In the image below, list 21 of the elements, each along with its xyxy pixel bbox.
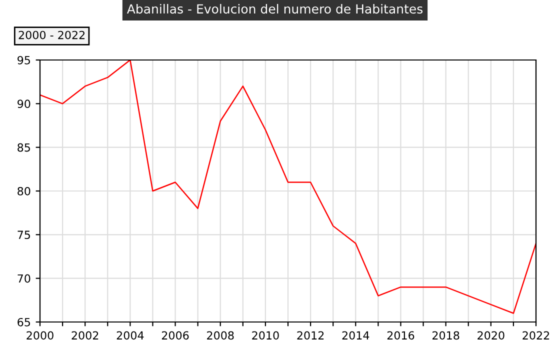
- y-tick-label: 95: [18, 56, 30, 64]
- x-tick-label: 2016: [387, 331, 414, 340]
- x-tick-label: 2008: [207, 331, 234, 340]
- x-tick-label: 2000: [26, 331, 54, 340]
- y-tick-label: 90: [18, 100, 30, 108]
- chart-title: Abanillas - Evolucion del numero de Habitantes: [126, 4, 423, 14]
- x-tick-label: 2002: [72, 331, 98, 340]
- y-tick-label: 75: [18, 230, 30, 240]
- x-tick-label: 2018: [432, 331, 460, 340]
- y-tick-label: 85: [18, 143, 30, 152]
- x-tick-label: 2012: [297, 331, 324, 340]
- x-tick-label: 2010: [252, 331, 279, 340]
- x-tick-label: 2022: [522, 331, 550, 340]
- y-tick-label: 80: [18, 186, 30, 196]
- x-tick-label: 2006: [162, 331, 189, 340]
- y-tick-label: 65: [18, 318, 30, 326]
- x-tick-label: 2014: [342, 331, 370, 340]
- y-tick-label: 70: [18, 274, 30, 283]
- x-tick-label: 2004: [116, 331, 144, 340]
- text: 2000 - 2022: [18, 30, 85, 40]
- x-tick-label: 2020: [478, 331, 504, 340]
